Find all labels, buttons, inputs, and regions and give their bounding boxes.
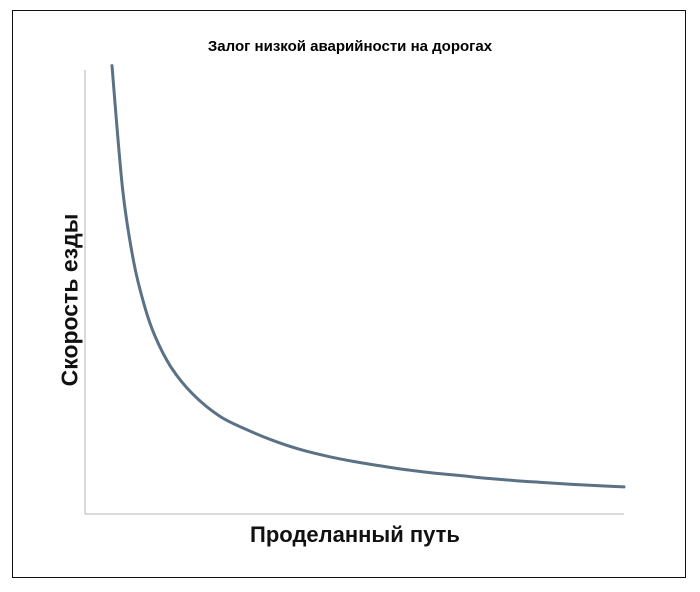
chart-title: Залог низкой аварийности на дорогах (207, 38, 493, 55)
x-axis-label: Проделанный путь (250, 522, 460, 547)
series-line-0 (110, 64, 626, 489)
y-axis-label: Скорость езды (56, 213, 83, 387)
chart-frame (12, 10, 686, 578)
series-layer (110, 64, 626, 489)
